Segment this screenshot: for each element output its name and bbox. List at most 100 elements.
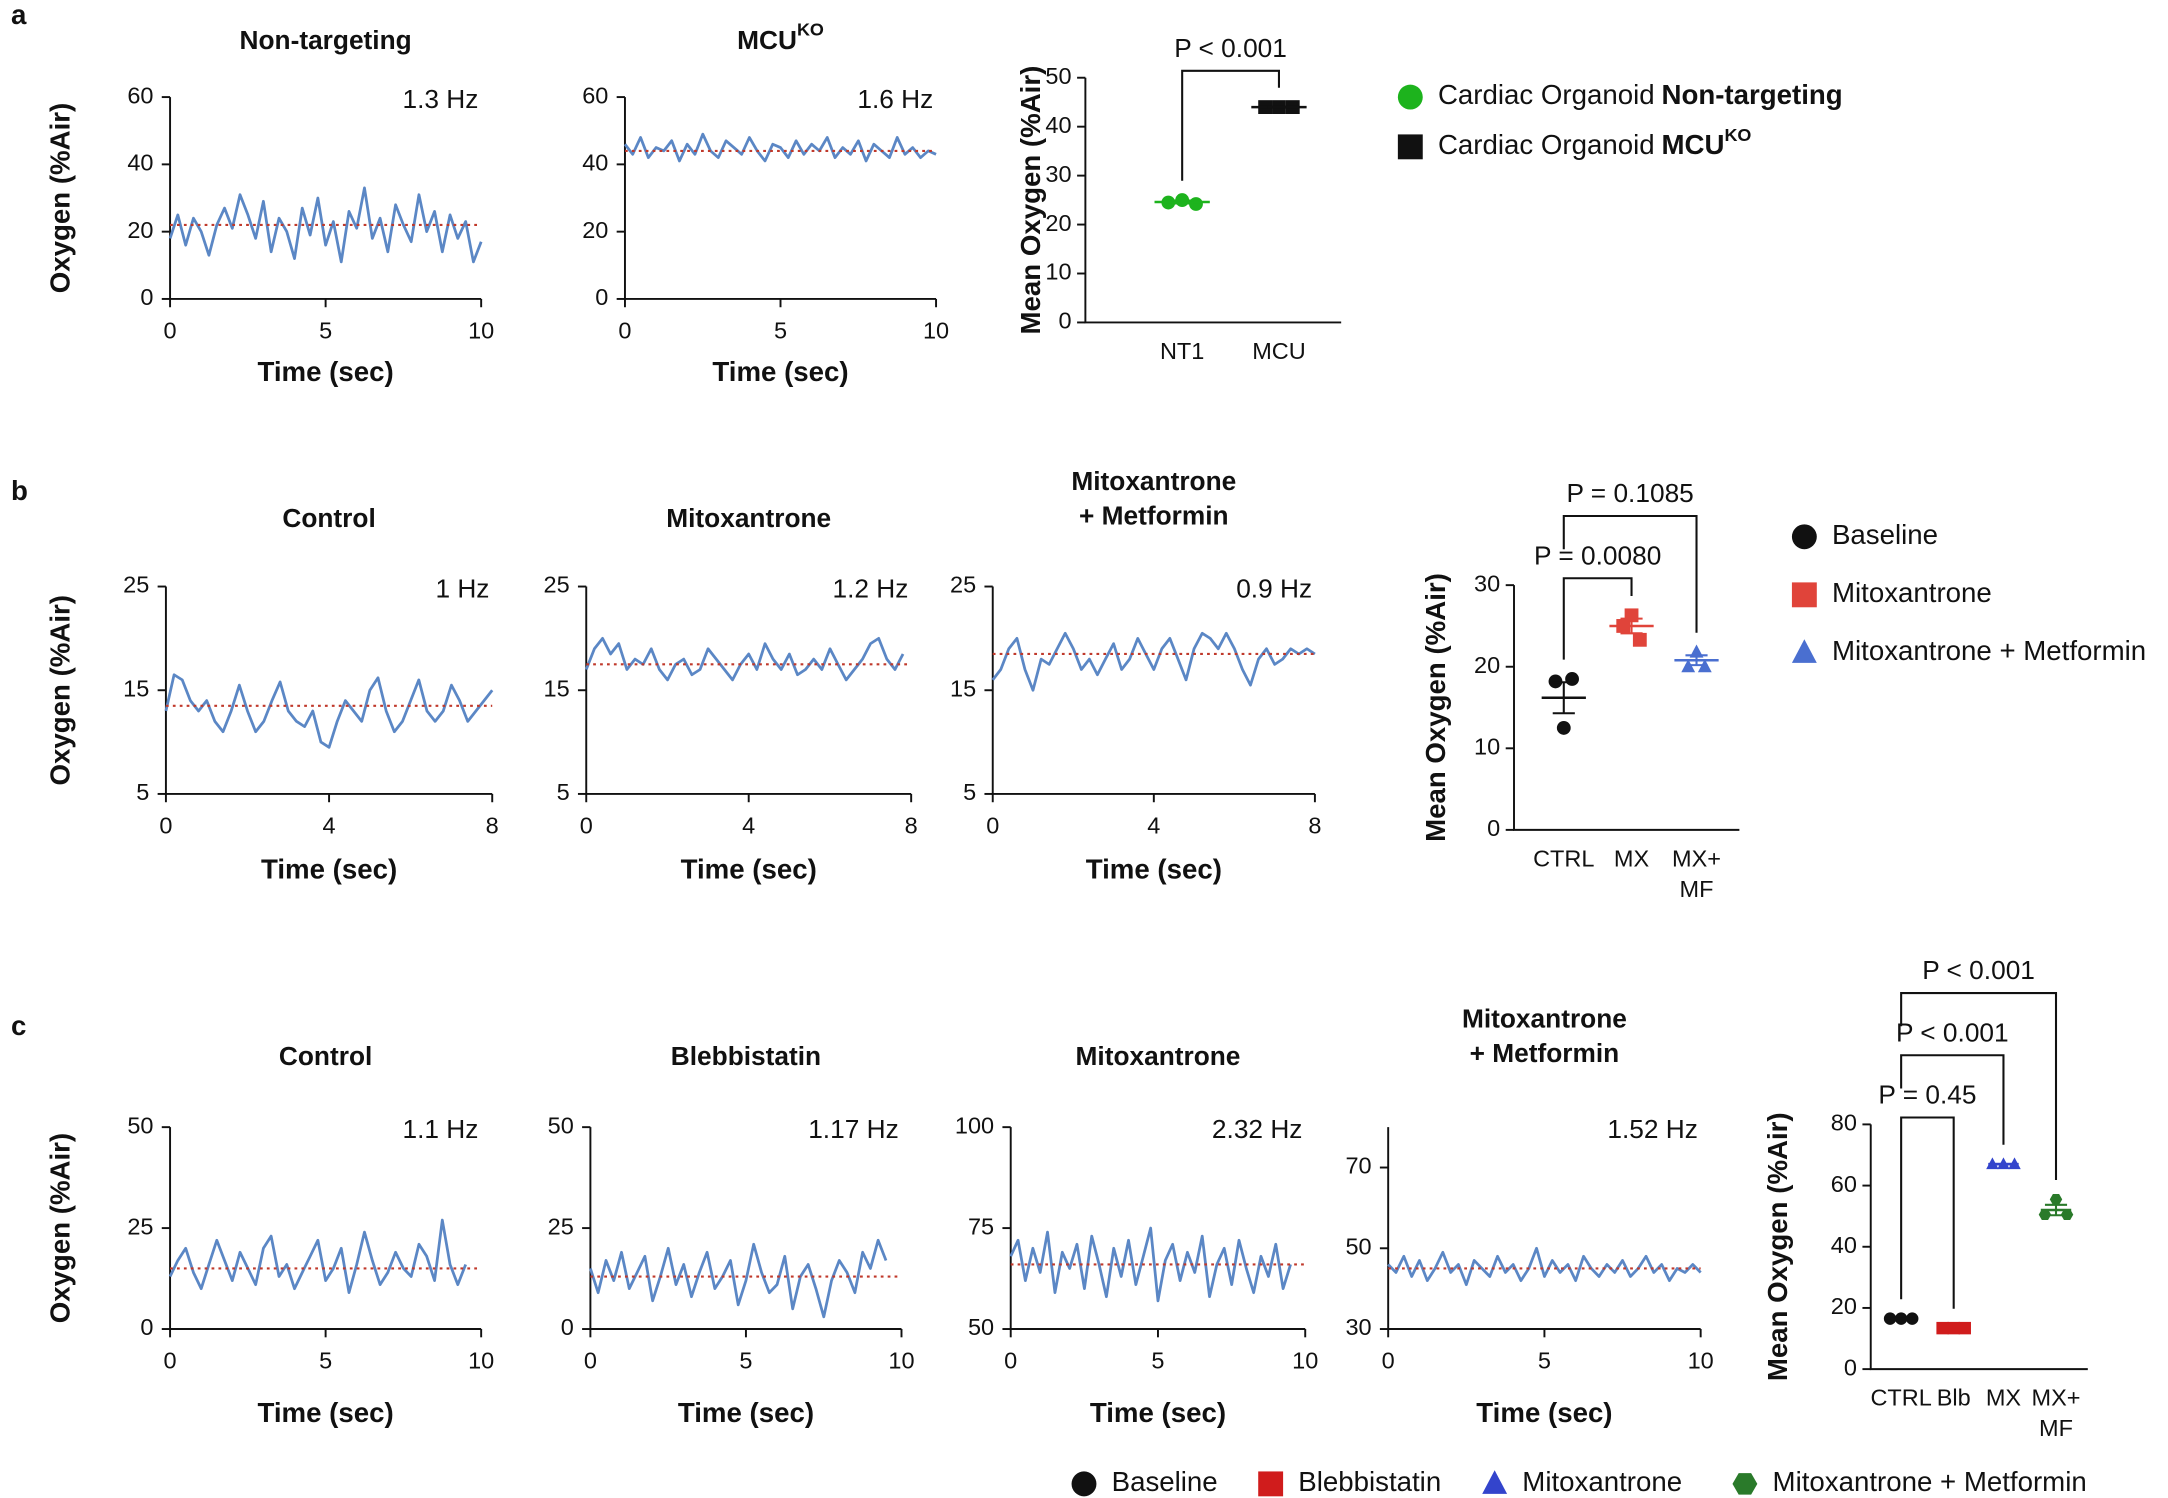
x-tick-label: MX <box>1986 1385 2022 1411</box>
x-axis-label: Time (sec) <box>257 1397 393 1428</box>
legend-label: Blebbistatin <box>1298 1466 1441 1497</box>
legend-marker <box>1397 134 1423 160</box>
error-bar <box>2044 1203 2068 1217</box>
trace <box>991 631 1316 692</box>
x-tick-label: 10 <box>923 317 949 343</box>
panel-label: c <box>11 1010 26 1041</box>
x-tick-label: MF <box>2039 1415 2073 1441</box>
annotation: 1.17 Hz <box>808 1114 899 1144</box>
x-axis-label: Time (sec) <box>678 1397 814 1428</box>
x-tick-label: 0 <box>164 1347 177 1373</box>
x-tick-label: 0 <box>580 812 593 838</box>
x-tick-label: 0 <box>618 317 631 343</box>
p-value: P = 0.45 <box>1878 1080 1976 1110</box>
trace <box>168 1218 467 1295</box>
chart-title: Mitoxantrone <box>1462 1004 1627 1034</box>
legend-marker <box>1258 1471 1284 1497</box>
p-value: P = 0.1085 <box>1566 478 1693 508</box>
y-tick-label: 20 <box>1831 1293 1857 1319</box>
x-tick-label: 10 <box>1292 1347 1318 1373</box>
x-tick-label: 0 <box>164 317 177 343</box>
legend-label: Mitoxantrone + Metformin <box>1773 1466 2087 1497</box>
y-tick-label: 20 <box>1045 210 1071 236</box>
x-tick-label: Blb <box>1937 1385 1971 1411</box>
annotation: 1.2 Hz <box>832 574 908 604</box>
y-tick-label: 50 <box>1345 1233 1371 1259</box>
title-text: Control <box>282 503 375 533</box>
y-tick-label: 75 <box>968 1213 994 1239</box>
x-axis-label: Time (sec) <box>1086 854 1222 885</box>
y-tick-label: 0 <box>140 1314 153 1340</box>
title-text: Control <box>279 1041 372 1071</box>
chart-title: + Metformin <box>1079 500 1229 530</box>
y-tick-label: 25 <box>548 1213 574 1239</box>
legend-marker <box>1791 524 1817 550</box>
chart-title: Mitoxantrone <box>1071 466 1236 496</box>
chart-title: Non-targeting <box>240 25 412 55</box>
x-tick-label: 0 <box>1382 1347 1395 1373</box>
x-tick-label: 8 <box>486 812 499 838</box>
trace <box>584 637 905 682</box>
chart-title: MCUKO <box>737 19 824 54</box>
x-tick-label: 5 <box>774 317 787 343</box>
y-tick-label: 50 <box>1045 63 1071 89</box>
title-text: Blebbistatin <box>671 1041 821 1071</box>
y-axis-label: Oxygen (%Air) <box>45 595 76 785</box>
axis <box>623 97 937 300</box>
legend-marker <box>1071 1471 1097 1497</box>
legend-text: Blebbistatin <box>1298 1466 1441 1497</box>
p-value: P < 0.001 <box>1922 955 2035 985</box>
title-text: MCU <box>737 25 797 55</box>
error-bar <box>1942 1326 1965 1330</box>
y-tick-label: 0 <box>561 1314 574 1340</box>
x-tick-label: 4 <box>323 812 336 838</box>
chart-title: Control <box>279 1041 372 1071</box>
significance-bracket <box>1900 992 2058 1180</box>
y-axis-label: Mean Oxygen (%Air) <box>1420 573 1451 842</box>
x-tick-label: 4 <box>742 812 755 838</box>
axis <box>589 1127 902 1330</box>
y-tick-label: 80 <box>1831 1110 1857 1136</box>
x-axis-label: Time (sec) <box>681 854 817 885</box>
x-tick-label: 5 <box>1151 1347 1164 1373</box>
y-tick-label: 40 <box>582 150 608 176</box>
x-tick-label: 0 <box>986 812 999 838</box>
legend-label: Baseline <box>1832 519 1938 550</box>
marker <box>2049 1193 2063 1205</box>
x-tick-label: 5 <box>319 317 332 343</box>
y-tick-label: 50 <box>127 1112 153 1138</box>
chart-title: + Metformin <box>1470 1038 1620 1068</box>
trace <box>1009 1226 1292 1303</box>
y-tick-label: 15 <box>950 675 976 701</box>
axis <box>1387 1127 1701 1330</box>
y-tick-label: 25 <box>127 1213 153 1239</box>
title-superscript: KO <box>797 19 824 39</box>
x-axis-label: Time (sec) <box>712 356 848 387</box>
legend-label: Baseline <box>1112 1466 1218 1497</box>
y-tick-label: 70 <box>1345 1153 1371 1179</box>
legend-marker <box>1791 582 1817 608</box>
x-axis-label: Time (sec) <box>261 854 397 885</box>
y-tick-label: 0 <box>1058 308 1071 334</box>
axis <box>991 586 1315 795</box>
trace <box>164 673 494 749</box>
y-tick-label: 15 <box>544 675 570 701</box>
legend-marker <box>1732 1473 1758 1495</box>
error-bar <box>1992 1162 2015 1166</box>
chart-title: Mitoxantrone <box>666 503 831 533</box>
y-tick-label: 0 <box>595 284 608 310</box>
y-tick-label: 50 <box>968 1314 994 1340</box>
x-tick-label: MCU <box>1252 338 1306 364</box>
annotation: 0.9 Hz <box>1236 574 1312 604</box>
x-tick-label: MX+ <box>1672 846 1721 872</box>
legend-text: Cardiac Organoid <box>1438 129 1655 160</box>
legend-text: Cardiac Organoid <box>1438 79 1655 110</box>
trace <box>623 132 937 163</box>
axis <box>164 586 493 795</box>
marker <box>1565 672 1579 686</box>
x-tick-label: 8 <box>905 812 918 838</box>
x-tick-label: 5 <box>319 1347 332 1373</box>
y-tick-label: 15 <box>123 675 149 701</box>
y-tick-label: 10 <box>1045 259 1071 285</box>
y-tick-label: 30 <box>1345 1314 1371 1340</box>
